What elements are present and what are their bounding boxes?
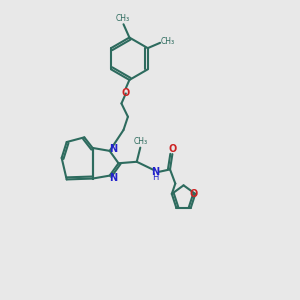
Text: CH₃: CH₃ xyxy=(134,137,148,146)
Text: CH₃: CH₃ xyxy=(160,37,175,46)
Text: H: H xyxy=(152,173,159,182)
Text: N: N xyxy=(110,173,118,183)
Text: N: N xyxy=(152,167,160,177)
Text: O: O xyxy=(190,190,198,200)
Text: O: O xyxy=(169,144,177,154)
Text: CH₃: CH₃ xyxy=(116,14,130,23)
Text: N: N xyxy=(110,143,118,154)
Text: O: O xyxy=(121,88,129,98)
